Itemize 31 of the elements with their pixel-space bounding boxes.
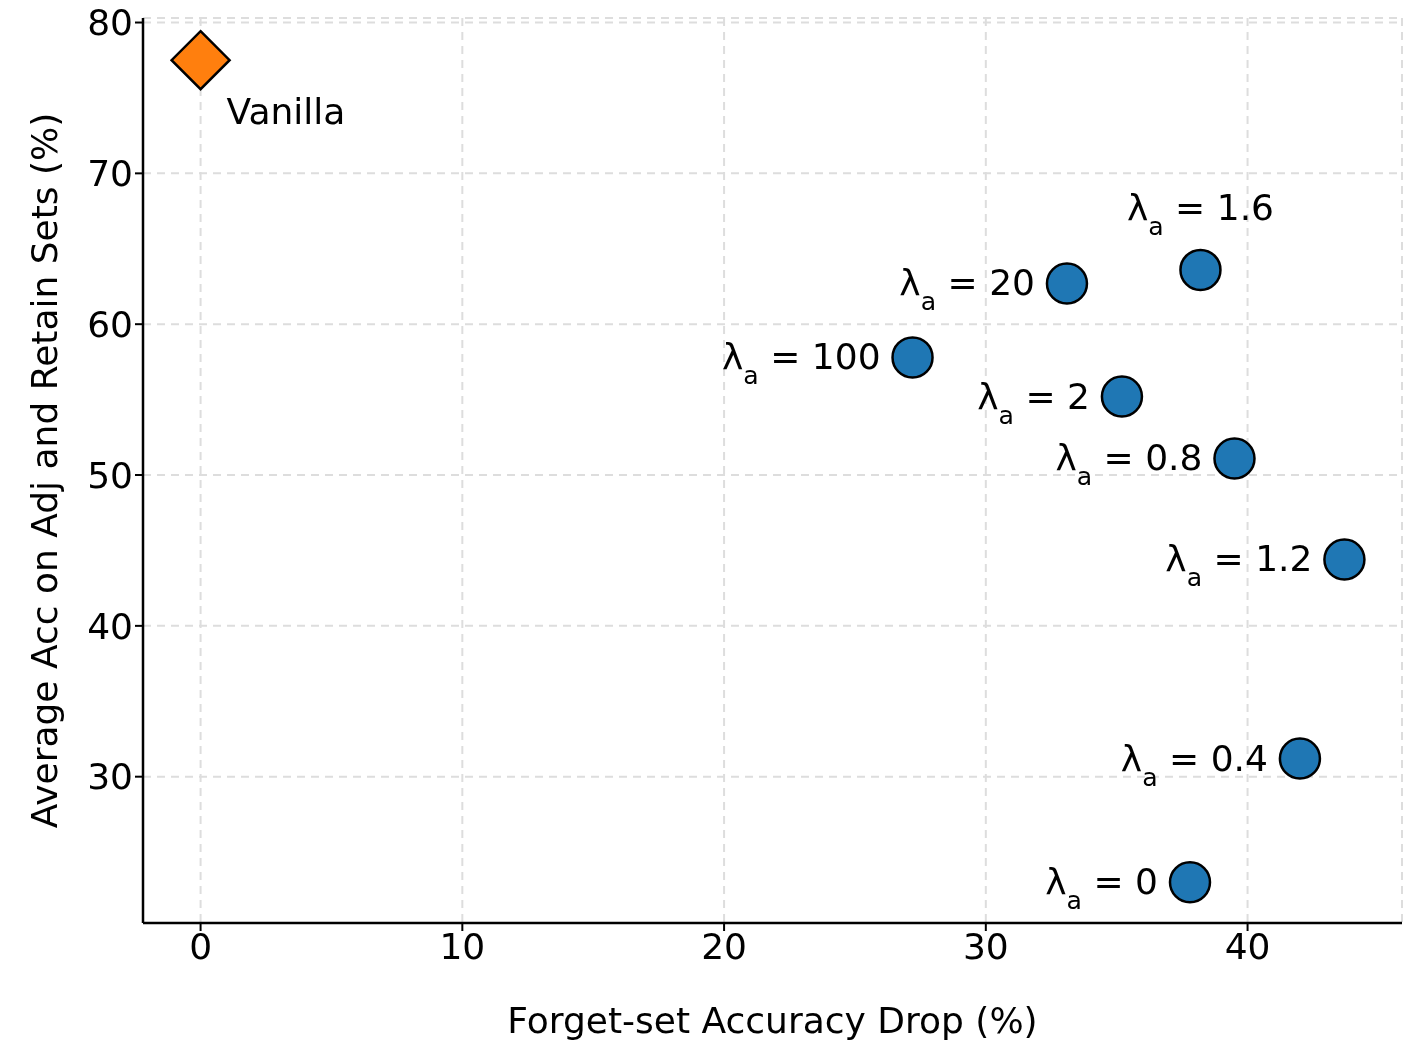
annotation: λ$_{a}$ = 100 [722,336,881,390]
y-tick-label: 30 [87,756,133,798]
annotation: λ$_{a}$ = 1.6 [1126,186,1274,241]
x-axis-title: Forget-set Accuracy Drop (%) [507,1000,1038,1041]
point [1179,248,1222,292]
annotation: λ$_{a}$ = 1.2 [1165,538,1313,592]
annotation: λ$_{a}$ = 20 [899,262,1035,316]
y-tick-label: 80 [87,2,133,44]
annotation: λ$_{a}$ = 0 [1045,861,1158,915]
point [170,29,231,91]
point [1168,861,1212,904]
y-axis-title: Average Acc on Adj and Retain Sets (%) [23,112,65,829]
annotation: λ$_{a}$ = 0.4 [1120,737,1268,792]
point [1213,437,1256,480]
x-tick-label: 20 [701,925,747,967]
y-tick-label: 60 [87,303,133,345]
x-tick-label: 0 [189,925,213,967]
annotation: λ$_{a}$ = 2 [977,375,1090,430]
annotation: Vanilla [226,91,346,133]
y-tick-label: 70 [87,153,133,195]
point [891,336,934,379]
y-tick-label: 40 [87,605,133,647]
y-tick-label: 50 [87,454,133,496]
x-tick-label: 10 [439,925,486,967]
point [1100,375,1144,418]
point [1323,538,1366,581]
point [1045,262,1089,305]
x-tick-label: 30 [962,925,1009,967]
point [1278,737,1322,780]
annotation: λ$_{a}$ = 0.8 [1055,437,1203,491]
x-tick-label: 40 [1224,925,1271,967]
